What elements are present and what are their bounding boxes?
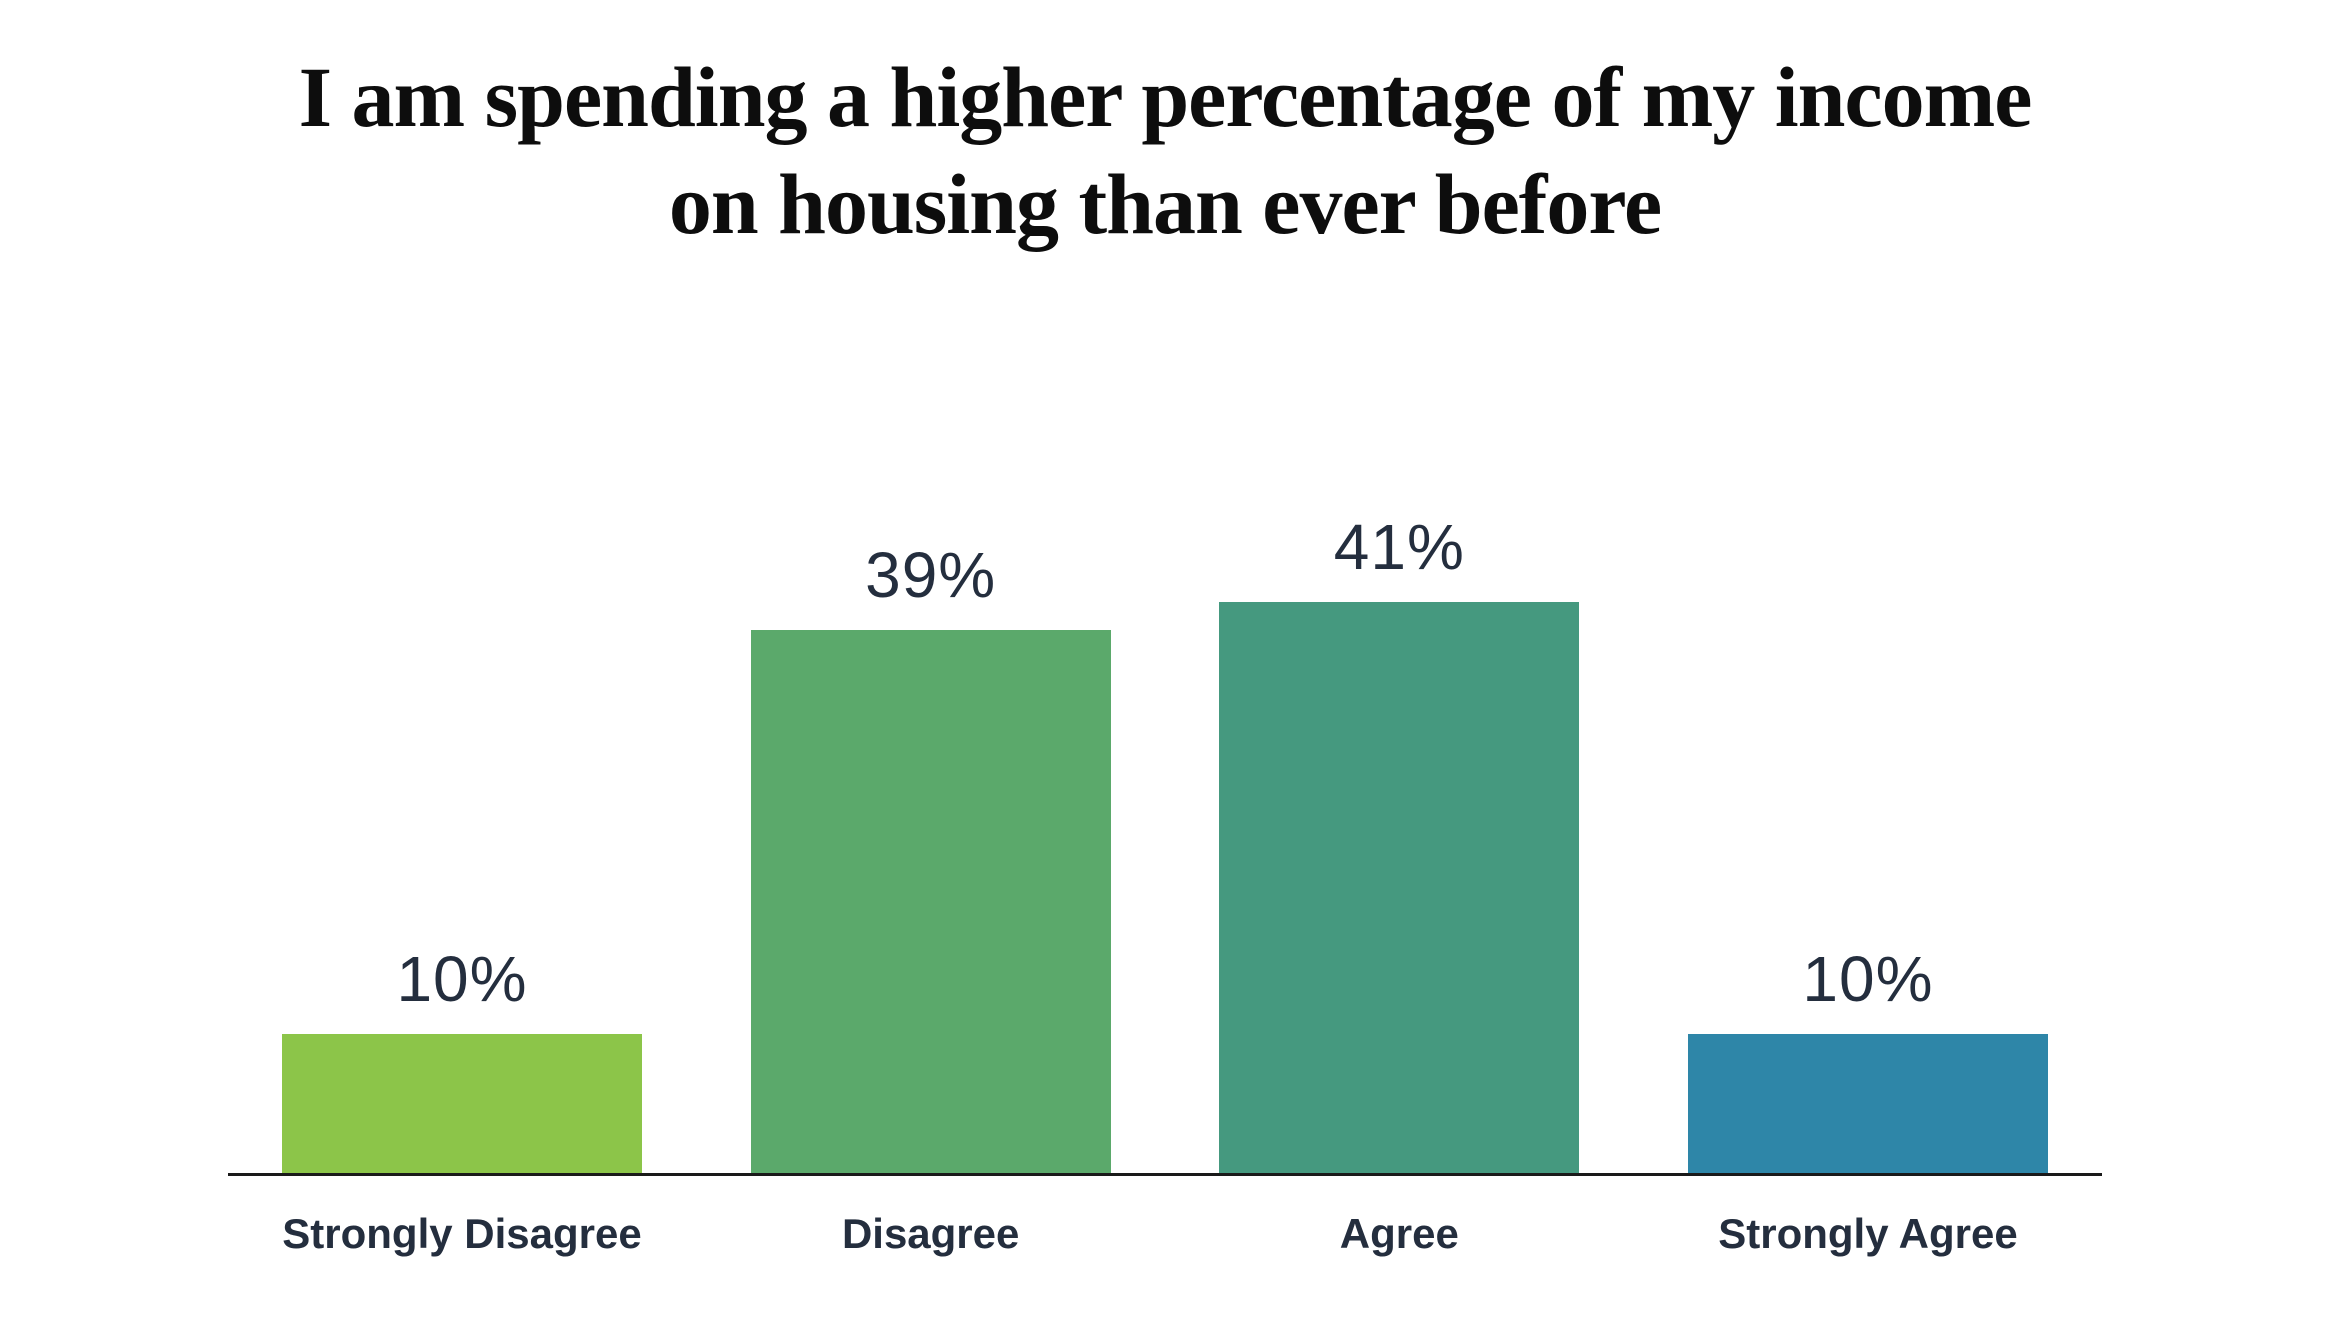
bar-column: 41% bbox=[1219, 510, 1580, 1174]
x-axis-label: Strongly Disagree bbox=[282, 1210, 642, 1258]
page-title: I am spending a higher percentage of my … bbox=[0, 44, 2330, 257]
x-axis-labels: Strongly Disagree Disagree Agree Strongly A… bbox=[228, 1210, 2102, 1258]
bar-value-label: 41% bbox=[1333, 511, 1465, 584]
bar-rect bbox=[282, 1034, 642, 1174]
x-axis-label: Agree bbox=[1339, 1210, 1459, 1258]
bar-column: 39% bbox=[750, 538, 1111, 1174]
bar-chart: 10% 39% 41% 10% Strongly Disagree Disagree Ag… bbox=[228, 507, 2102, 1258]
bar-value-label: 10% bbox=[396, 943, 528, 1016]
bar-rect bbox=[1687, 1034, 2048, 1174]
bar-column: 10% bbox=[1687, 942, 2048, 1174]
bar-rect bbox=[750, 630, 1111, 1174]
page-title-line-2: on housing than ever before bbox=[668, 155, 1662, 252]
bar-column: 10% bbox=[282, 942, 642, 1174]
bar-value-label: 10% bbox=[1802, 943, 1934, 1016]
x-axis-line bbox=[228, 1173, 2102, 1177]
bar-value-label: 39% bbox=[865, 539, 997, 612]
x-axis-label: Strongly Agree bbox=[1718, 1210, 2018, 1258]
page-title-line-1: I am spending a higher percentage of my … bbox=[298, 49, 2033, 145]
x-axis-label: Disagree bbox=[841, 1210, 1020, 1258]
plot-area: 10% 39% 41% 10% bbox=[228, 507, 2102, 1174]
bar-rect bbox=[1219, 602, 1580, 1174]
